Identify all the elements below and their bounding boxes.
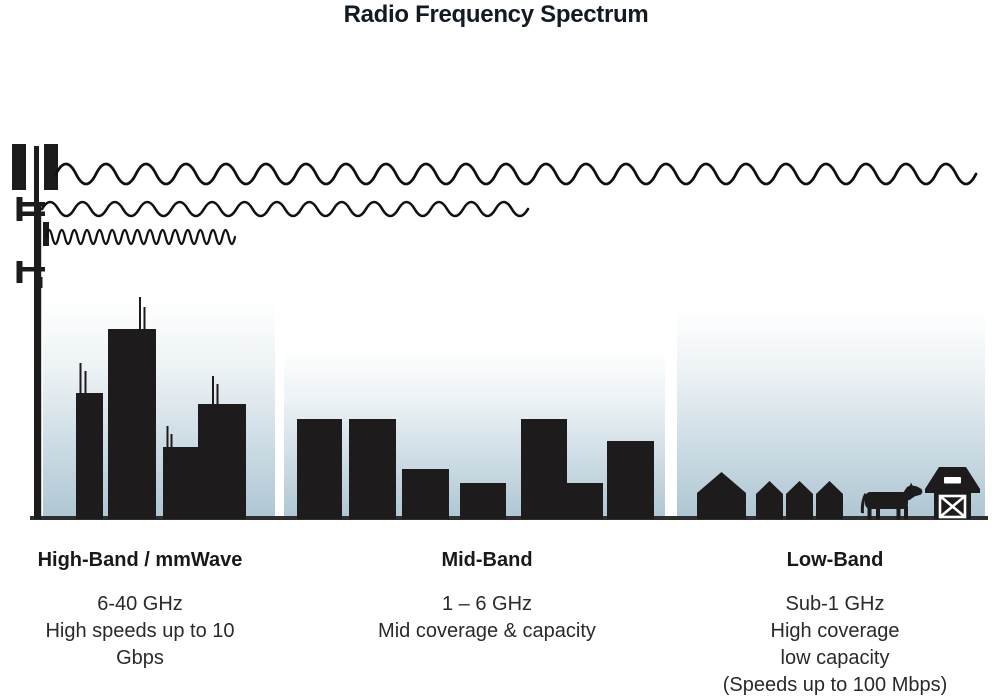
farm-scene-icon (697, 467, 980, 520)
high-band-label-block: High-Band / mmWave 6-40 GHz High speeds … (20, 549, 260, 672)
rooftop-antennas-icon (79, 297, 219, 447)
band-detail: 1 – 6 GHz (441, 593, 533, 615)
high-band-short-wave-icon (44, 228, 237, 246)
band-detail: Sub-1 GHz (785, 593, 885, 615)
band-title-low: Low-Band (786, 549, 884, 571)
radio-waves (40, 162, 978, 246)
band-title-mid: Mid-Band (441, 549, 533, 571)
ground-line (30, 516, 988, 520)
barn-door-crossbuck (938, 494, 967, 519)
mid-band-medium-wave-icon (40, 200, 530, 218)
house-icon (697, 472, 843, 519)
cow-icon (860, 482, 923, 520)
band-detail: low capacity (780, 647, 890, 669)
low-band-label-block: Low-Band Sub-1 GHz High coverage low cap… (695, 549, 975, 699)
diagram-title: Radio Frequency Spectrum (343, 1, 649, 28)
band-detail: High speeds up to 10 Gbps (45, 620, 235, 669)
band-detail: 6-40 GHz (97, 593, 183, 615)
mid-band-label-block: Mid-Band 1 – 6 GHz Mid coverage & capaci… (367, 549, 607, 645)
low-band-long-wave-icon (54, 162, 978, 186)
band-detail: Mid coverage & capacity (378, 620, 596, 642)
city-skyline-icon (76, 297, 246, 519)
band-title-high: High-Band / mmWave (37, 549, 243, 571)
town-buildings-icon (297, 419, 654, 519)
barn-loft-vent (944, 477, 961, 484)
barn-icon (925, 467, 980, 519)
band-detail: High coverage (770, 620, 900, 642)
band-detail: (Speeds up to 100 Mbps) (722, 674, 948, 696)
